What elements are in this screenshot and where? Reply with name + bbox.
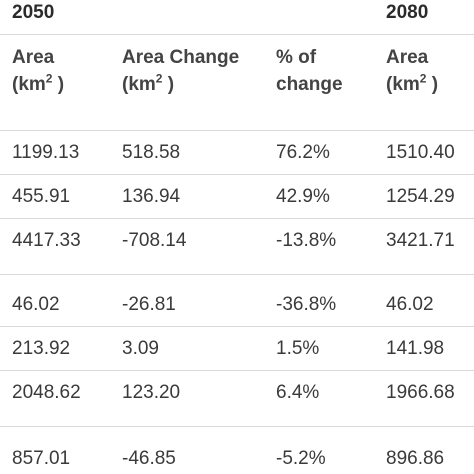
- table-cell: 518.58: [122, 142, 181, 163]
- table-cell: 136.94: [122, 186, 181, 207]
- table-cell: 857.01: [12, 448, 71, 469]
- table-cell: 3421.71: [386, 230, 455, 251]
- table-cell: 1199.13: [12, 142, 80, 163]
- table-cell: 455.91: [12, 186, 71, 207]
- table-cell: 3.09: [122, 338, 159, 359]
- header-top-rule: [0, 34, 474, 35]
- table-cell: -708.14: [122, 230, 187, 251]
- table-cell: 1.5%: [276, 338, 320, 359]
- table-cell: -36.8%: [276, 294, 337, 315]
- table-cell: 46.02: [12, 294, 60, 315]
- table-cell: 76.2%: [276, 142, 330, 163]
- row-divider: [0, 274, 474, 275]
- table-cell: 6.4%: [276, 382, 320, 403]
- table-cell: 1254.29: [386, 186, 455, 207]
- table-cell: 896.86: [386, 448, 445, 469]
- row-divider: [0, 174, 474, 175]
- header-bottom-rule: [0, 130, 474, 131]
- header-area-change: Area Change (km2 ): [122, 47, 240, 95]
- header-pct-change: % of change: [276, 47, 343, 95]
- row-divider: [0, 426, 474, 427]
- table-cell: -46.85: [122, 448, 176, 469]
- row-divider: [0, 218, 474, 219]
- table-cell: -13.8%: [276, 230, 337, 251]
- table-cell: 213.92: [12, 338, 71, 359]
- row-divider: [0, 370, 474, 371]
- table-cell: 46.02: [386, 294, 434, 315]
- row-divider: [0, 326, 474, 327]
- table-cell: 123.20: [122, 382, 181, 403]
- header-area: Area (km2 ): [12, 47, 65, 95]
- table-cell: 1510.40: [386, 142, 455, 163]
- header-area-2080: Area (km2 ): [386, 47, 439, 95]
- table-cell: 2048.62: [12, 382, 81, 403]
- table-cell: 141.98: [386, 338, 445, 359]
- year-2050: 2050: [12, 2, 55, 23]
- table-cell: 1966.68: [386, 382, 455, 403]
- year-2080: 2080: [386, 2, 429, 23]
- table-cell: 42.9%: [276, 186, 330, 207]
- table-cell: 4417.33: [12, 230, 81, 251]
- table-cell: -26.81: [122, 294, 176, 315]
- table-cell: -5.2%: [276, 448, 326, 469]
